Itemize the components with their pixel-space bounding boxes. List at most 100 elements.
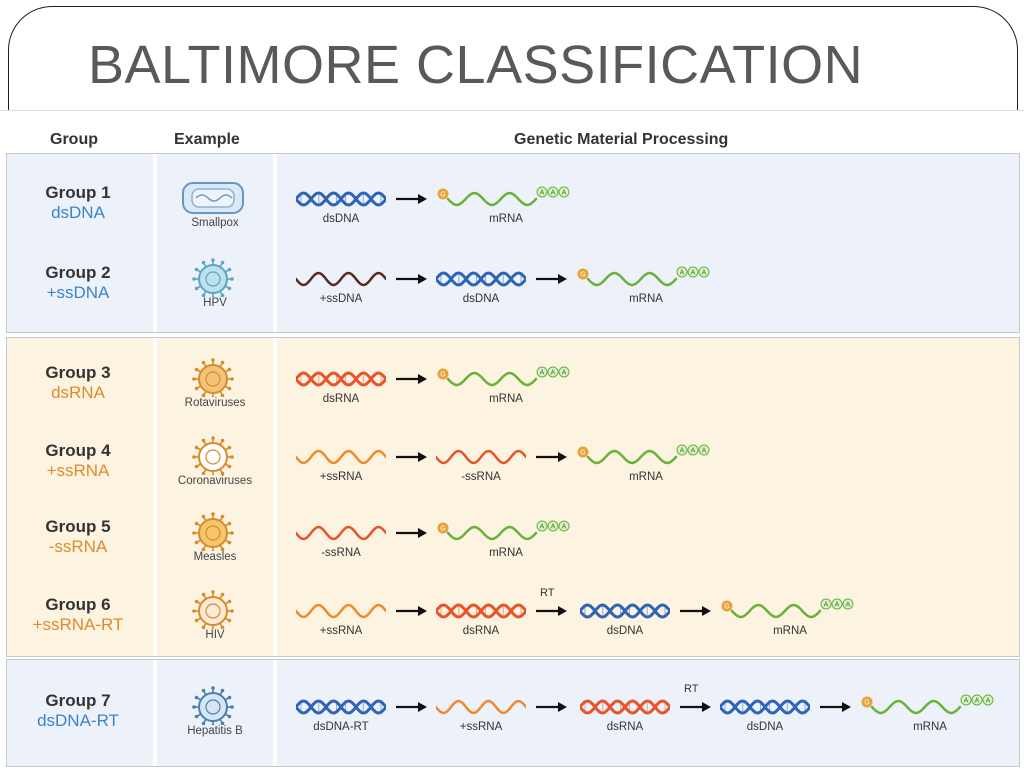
svg-text:G: G [440, 192, 445, 199]
group-name: Group 6 [45, 595, 111, 614]
group-name: Group 7 [45, 691, 111, 710]
single-strand-ssrna-icon [296, 603, 386, 619]
example-virus-label: Measles [193, 551, 237, 563]
svg-text:A: A [551, 370, 556, 377]
svg-text:A: A [562, 190, 567, 197]
single-strand-ssrna-icon [296, 449, 386, 465]
right-arrow-icon [396, 194, 427, 204]
molecule-label: +ssRNA [319, 471, 363, 483]
group-name: Group 2 [45, 263, 111, 282]
molecule-label: +ssDNA [319, 293, 363, 305]
molecule-label: dsDNA-RT [313, 721, 369, 733]
reverse-transcription-label: RT [684, 683, 699, 695]
svg-text:A: A [540, 524, 545, 531]
group-genome-type: dsDNA-RT [37, 711, 119, 730]
hepatitis-b-icon [192, 686, 234, 725]
molecule-label: mRNA [489, 547, 523, 559]
molecule-label: dsDNA [322, 213, 360, 225]
group-row: Group 6 +ssRNA-RT HIV +ssRNA dsRNA RT dsDNA G A A… [0, 587, 1024, 659]
svg-text:A: A [986, 698, 991, 705]
group-name: Group 1 [45, 183, 111, 202]
group-name: Group 5 [45, 517, 111, 536]
svg-text:A: A [562, 524, 567, 531]
example-virus-label: Hepatitis B [187, 725, 243, 737]
group-row: Group 4 +ssRNA Coronaviruses +ssRNA -ssRNA G A… [0, 435, 1024, 505]
header-example: Example [174, 131, 240, 148]
double-strand-rna-icon [436, 603, 526, 619]
single-strand-ssdna-icon [296, 271, 386, 287]
right-arrow-icon [396, 606, 427, 616]
molecule-label: dsRNA [462, 625, 500, 637]
example-virus-label: Smallpox [191, 217, 239, 229]
molecule-label: -ssRNA [321, 547, 361, 559]
example-virus-label: HPV [203, 297, 227, 309]
hpv-virus-icon [192, 258, 234, 297]
group-name: Group 3 [45, 363, 111, 382]
example-virus-label: Rotaviruses [184, 397, 246, 409]
example-virus-label: HIV [205, 629, 225, 641]
molecule-label: mRNA [489, 393, 523, 405]
svg-text:G: G [580, 450, 585, 457]
slide-title: BALTIMORE CLASSIFICATION [88, 35, 864, 95]
baltimore-figure: Group Example Genetic Material Processin… [0, 110, 1024, 769]
svg-text:A: A [562, 370, 567, 377]
right-arrow-icon [396, 452, 427, 462]
molecule-label: mRNA [629, 293, 663, 305]
group-genome-type: dsRNA [51, 383, 105, 402]
svg-text:G: G [864, 700, 869, 707]
double-strand-rna-icon [296, 371, 386, 387]
double-strand-dsdna-icon [436, 271, 526, 287]
example-virus-label: Coronaviruses [177, 475, 253, 487]
svg-text:A: A [824, 602, 829, 609]
group-name: Group 4 [45, 441, 111, 460]
right-arrow-icon [820, 702, 851, 712]
right-arrow-icon [680, 606, 711, 616]
single-strand-rna-icon [296, 525, 386, 541]
smallpox-virus-icon [182, 182, 244, 214]
svg-text:A: A [702, 448, 707, 455]
group-genome-type: dsDNA [51, 203, 105, 222]
single-strand-ssrna-icon [436, 699, 526, 715]
coronavirus-icon [192, 436, 234, 475]
right-arrow-icon [536, 452, 567, 462]
panel-dna [6, 153, 1020, 333]
svg-text:A: A [846, 602, 851, 609]
molecule-label: dsDNA [462, 293, 500, 305]
double-strand-dsdna-icon [580, 603, 670, 619]
svg-text:A: A [835, 602, 840, 609]
panel-rt-dna [6, 659, 1020, 767]
header-processing: Genetic Material Processing [514, 131, 729, 148]
svg-text:A: A [964, 698, 969, 705]
double-strand-dsdna-icon [296, 191, 386, 207]
molecule-label: mRNA [629, 471, 663, 483]
right-arrow-icon [396, 702, 427, 712]
molecule-label: mRNA [773, 625, 807, 637]
right-arrow-icon [536, 702, 567, 712]
single-strand-rna-icon [436, 449, 526, 465]
svg-text:G: G [580, 272, 585, 279]
measles-virus-icon [192, 512, 234, 551]
slide-title-frame [8, 6, 1018, 127]
double-strand-rna-icon [580, 699, 670, 715]
right-arrow-icon [396, 528, 427, 538]
molecule-label: dsDNA [606, 625, 644, 637]
hiv-icon [192, 590, 234, 629]
header-group: Group [50, 131, 98, 148]
svg-text:A: A [691, 448, 696, 455]
svg-text:A: A [680, 448, 685, 455]
right-arrow-icon [536, 606, 567, 616]
molecule-label: mRNA [489, 213, 523, 225]
right-arrow-icon [396, 374, 427, 384]
svg-text:A: A [691, 270, 696, 277]
molecule-label: +ssRNA [459, 721, 503, 733]
reverse-transcription-label: RT [540, 587, 555, 599]
